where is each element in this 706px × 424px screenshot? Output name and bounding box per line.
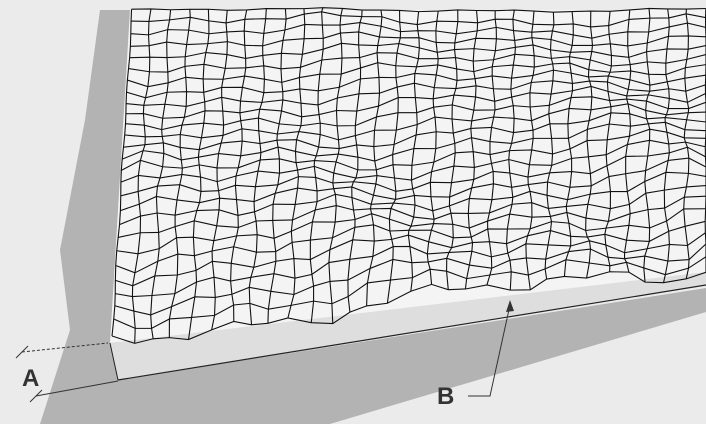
mesh-line <box>118 184 706 238</box>
mesh-line <box>127 62 706 88</box>
mesh-line <box>120 139 706 183</box>
mesh-line <box>130 21 706 39</box>
label-b: B <box>437 383 454 410</box>
mesh <box>111 7 706 344</box>
slab-edge <box>109 342 119 381</box>
mesh-line <box>131 11 706 28</box>
dimension-line <box>35 380 119 397</box>
mesh-line <box>704 8 706 273</box>
mesh-line <box>115 208 706 274</box>
leader-line <box>468 304 511 397</box>
mesh-line <box>128 52 706 73</box>
arrow-head <box>506 300 514 312</box>
mesh-line <box>119 171 706 226</box>
mesh-line <box>116 195 706 255</box>
mesh-line <box>120 146 706 197</box>
mesh-line <box>113 256 706 329</box>
dimension-tick <box>15 345 29 359</box>
mesh-line <box>125 96 706 131</box>
mesh-line <box>130 31 706 47</box>
mesh-line <box>125 85 706 119</box>
mesh-line <box>131 7 706 13</box>
mesh-line <box>111 271 706 344</box>
mesh-line <box>121 128 706 171</box>
mesh-line <box>121 121 706 162</box>
mesh-line <box>126 80 706 107</box>
mesh-line <box>123 112 706 151</box>
mesh-line <box>115 232 706 298</box>
front-face <box>110 272 706 380</box>
shadow <box>40 10 706 424</box>
mesh-line <box>114 243 706 316</box>
slab-bottom-edge <box>117 284 706 381</box>
dimension-tick <box>29 389 43 403</box>
mesh-line <box>126 69 706 99</box>
mesh-line <box>120 157 706 212</box>
mesh-line <box>115 220 706 287</box>
dimension-line <box>21 342 109 353</box>
label-a: A <box>22 365 39 392</box>
mesh-line <box>124 103 706 141</box>
mesh-line <box>129 42 706 59</box>
